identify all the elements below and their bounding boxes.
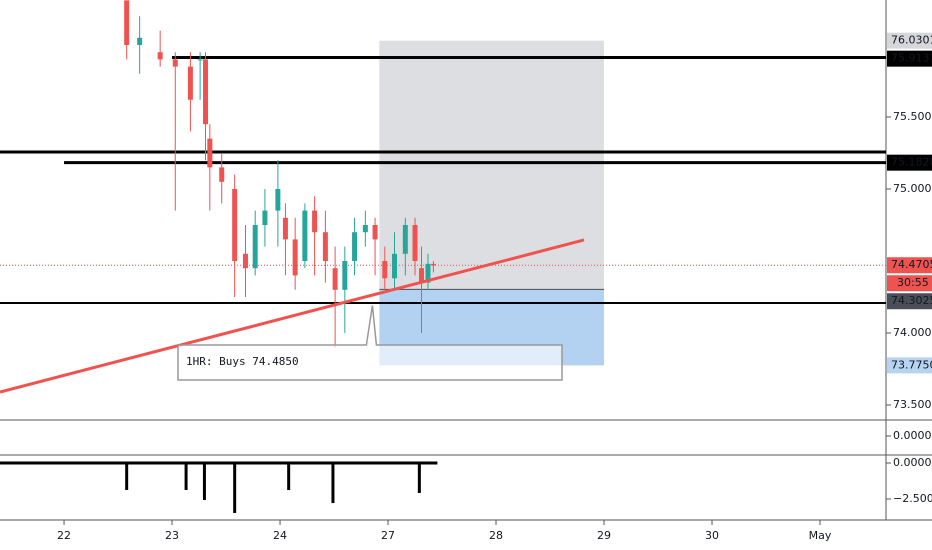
candle-body bbox=[187, 66, 193, 100]
candle-body bbox=[262, 210, 268, 225]
x-tick-label: 22 bbox=[57, 529, 71, 542]
candle-body bbox=[124, 0, 130, 45]
candle-body bbox=[252, 224, 258, 269]
price-label-box bbox=[887, 32, 932, 49]
price-label: 76.0301 bbox=[891, 34, 932, 47]
candle-body bbox=[242, 253, 248, 269]
candle-body bbox=[412, 224, 418, 261]
annotation-box bbox=[177, 305, 563, 381]
x-tick-label: 23 bbox=[165, 529, 179, 542]
y-tick-label: 74.0000 bbox=[893, 326, 932, 339]
x-tick-label: 29 bbox=[597, 529, 611, 542]
trend-line bbox=[0, 238, 585, 394]
price-label: 74.4705 bbox=[891, 258, 932, 271]
price-label-box bbox=[887, 154, 932, 171]
candle-body bbox=[197, 59, 203, 61]
price-label-box bbox=[887, 357, 932, 374]
x-tick-label: 28 bbox=[489, 529, 503, 542]
candle-body bbox=[302, 210, 308, 261]
annotation-text: 1HR: Buys 74.4850 bbox=[186, 355, 299, 368]
price-label: 75.9131 bbox=[891, 52, 932, 65]
price-label-box bbox=[887, 257, 932, 274]
candle-body bbox=[332, 268, 338, 290]
candle-body bbox=[352, 232, 358, 261]
candle-body bbox=[157, 52, 163, 60]
candle-body bbox=[203, 59, 209, 125]
candle-body bbox=[172, 59, 178, 67]
candle-body bbox=[232, 188, 238, 261]
price-label: 75.1828 bbox=[891, 156, 932, 169]
y-tick-label: 0.0000 bbox=[893, 456, 932, 469]
y-tick-label: 0.0000 bbox=[893, 429, 932, 442]
x-tick-label: 24 bbox=[273, 529, 287, 542]
countdown-box bbox=[887, 275, 932, 292]
x-tick-label: May bbox=[809, 529, 832, 542]
candle-body bbox=[402, 224, 408, 254]
x-tick-label: 30 bbox=[705, 529, 719, 542]
y-tick-label: 75.0000 bbox=[893, 182, 932, 195]
candle-body bbox=[342, 260, 348, 290]
candle-body bbox=[430, 263, 436, 266]
x-tick-label: 27 bbox=[381, 529, 395, 542]
candle-body bbox=[322, 232, 328, 261]
price-label-box bbox=[887, 50, 932, 67]
candle-body bbox=[312, 210, 318, 233]
candle-body bbox=[392, 253, 398, 279]
candle-body bbox=[292, 239, 298, 276]
candle-body bbox=[207, 138, 213, 168]
candle-body bbox=[275, 188, 281, 211]
candle-body bbox=[362, 224, 368, 233]
countdown: 30:55 bbox=[897, 276, 929, 289]
candle-body bbox=[425, 263, 431, 283]
price-label-box bbox=[887, 293, 932, 310]
candle-body bbox=[419, 268, 425, 283]
candle-body bbox=[382, 260, 388, 279]
price-label: 74.3025 bbox=[891, 294, 932, 307]
candle-body bbox=[219, 167, 225, 182]
candle-body bbox=[282, 217, 288, 240]
candle-body bbox=[137, 37, 143, 45]
candle-body bbox=[372, 224, 378, 240]
price-label: 73.7750 bbox=[891, 358, 932, 371]
